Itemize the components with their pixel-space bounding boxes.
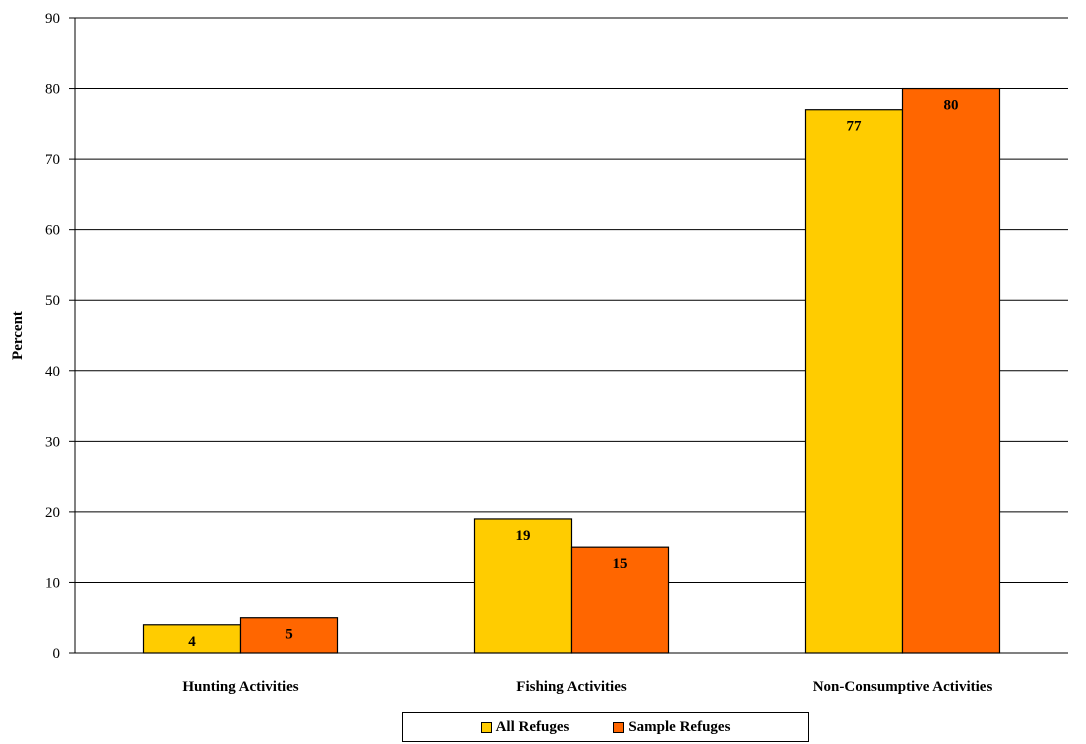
bar-sample-refuges-2: [570, 546, 670, 654]
y-tick-label-50: 50: [45, 293, 60, 309]
y-tick-label-30: 30: [45, 434, 60, 450]
data-label-all-refuges-1: 4: [188, 634, 196, 650]
y-axis-title: Percent: [10, 311, 26, 360]
data-label-sample-refuges-1: 5: [285, 627, 293, 643]
legend-item-sample-refuges: Sample Refuges: [613, 719, 730, 736]
data-label-sample-refuges-3: 80: [944, 98, 959, 114]
data-label-all-refuges-3: 77: [847, 119, 863, 135]
y-tick-label-20: 20: [45, 505, 60, 521]
bars: [75, 87, 1068, 654]
legend-label-sample-refuges: Sample Refuges: [628, 718, 731, 735]
y-tick-label-60: 60: [45, 223, 60, 239]
bar-sample-refuges-1: [239, 617, 339, 654]
data-label-all-refuges-2: 19: [516, 528, 531, 544]
bar-chart: 0 10 20 30 40 50 60 70 80 90 4 5 Hunting Activities 1…: [10, 11, 1068, 695]
y-tick-label-90: 90: [45, 11, 60, 27]
bar-all-refuges-2: [473, 518, 573, 654]
data-label-sample-refuges-2: 15: [613, 556, 628, 572]
x-category-label-1: Hunting Activities: [182, 679, 298, 695]
y-tick-label-10: 10: [45, 575, 60, 591]
x-category-label-3: Non-Consumptive Activities: [813, 679, 993, 695]
bar-sample-refuges-3: [901, 87, 1001, 654]
legend-label-all-refuges: All Refuges: [495, 718, 570, 735]
legend-item-all-refuges: All Refuges: [480, 718, 570, 736]
y-tick-label-40: 40: [45, 364, 60, 380]
x-category-label-2: Fishing Activities: [516, 679, 627, 695]
y-tick-label-0: 0: [53, 646, 61, 662]
y-tick-label-70: 70: [45, 152, 60, 168]
labels: 0 10 20 30 40 50 60 70 80 90 4 5 Hunting Activities 1…: [45, 11, 992, 695]
y-tick-label-80: 80: [45, 82, 60, 98]
legend: All Refuges Sample Refuges: [402, 712, 809, 742]
legend-swatch-all-refuges: [480, 721, 492, 733]
bar-all-refuges-3: [804, 109, 904, 654]
legend-swatch-sample-refuges: [613, 721, 625, 733]
